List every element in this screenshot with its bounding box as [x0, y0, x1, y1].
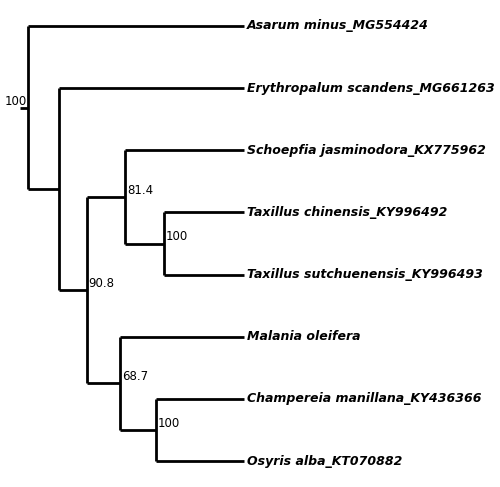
Text: 100: 100: [4, 94, 26, 108]
Text: 68.7: 68.7: [122, 371, 148, 383]
Text: Taxillus sutchuenensis_KY996493: Taxillus sutchuenensis_KY996493: [247, 268, 482, 281]
Text: Erythropalum scandens_MG661263: Erythropalum scandens_MG661263: [247, 82, 494, 94]
Text: 90.8: 90.8: [88, 277, 114, 290]
Text: Schoepfia jasminodora_KX775962: Schoepfia jasminodora_KX775962: [247, 144, 486, 157]
Text: Osyris alba_KT070882: Osyris alba_KT070882: [247, 454, 402, 468]
Text: 100: 100: [158, 417, 180, 430]
Text: Malania oleifera: Malania oleifera: [247, 330, 360, 343]
Text: Champereia manillana_KY436366: Champereia manillana_KY436366: [247, 393, 482, 405]
Text: Asarum minus_MG554424: Asarum minus_MG554424: [247, 19, 428, 33]
Text: Taxillus chinensis_KY996492: Taxillus chinensis_KY996492: [247, 206, 447, 219]
Text: 100: 100: [166, 230, 188, 244]
Text: 81.4: 81.4: [127, 184, 153, 197]
